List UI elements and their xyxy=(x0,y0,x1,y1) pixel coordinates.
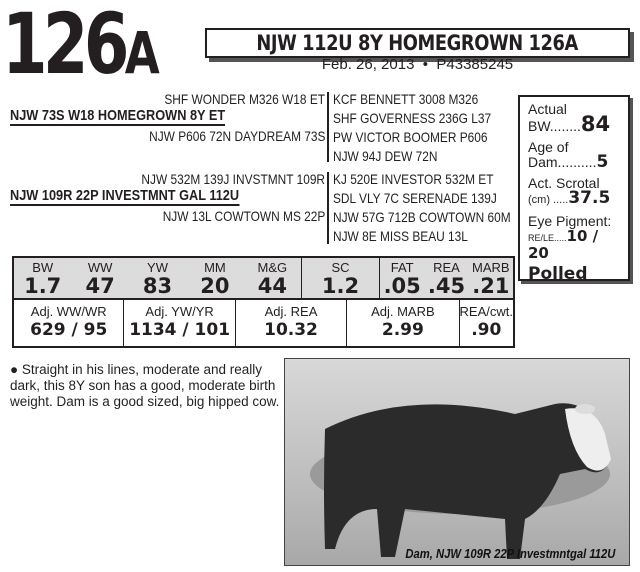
adjusted-cell: Adj. YW/YR 1134 / 101 xyxy=(124,300,236,346)
birth-date: Feb. 26, 2013 xyxy=(321,56,415,73)
description-text: Straight in his lines, moderate and real… xyxy=(10,362,280,409)
dam-sire: NJW 532M 139J INVSTMNT 109R xyxy=(141,171,325,187)
label: (cm) ..... xyxy=(528,194,569,206)
value: 37.5 xyxy=(568,188,611,208)
epd-label: M&G xyxy=(257,260,288,275)
label: BW........ xyxy=(528,118,581,134)
adj-value: 2.99 xyxy=(381,320,424,340)
epd-rea-cell: REA .45 xyxy=(424,258,468,298)
lot-suffix: A xyxy=(124,19,160,87)
adj-value: 629 / 95 xyxy=(30,320,108,340)
adj-label: Adj. REA xyxy=(264,304,318,319)
epd-marb-cell: MARB .21 xyxy=(469,258,513,298)
epd-table: BW 1.7 WW 47 YW 83 MM 20 M&G 44 SC 1.2 FAT .05 REA .4… xyxy=(12,256,515,300)
epd-sc-cell: SC 1.2 xyxy=(302,258,379,298)
adj-value: 10.32 xyxy=(264,320,318,340)
description: ● Straight in his lines, moderate and re… xyxy=(10,362,280,409)
adj-value: .90 xyxy=(471,320,502,340)
epd-label: SC xyxy=(331,260,350,275)
epd-value: 83 xyxy=(142,274,173,298)
adj-label: Adj. WW/WR xyxy=(30,304,107,319)
value: 84 xyxy=(580,112,611,136)
divider xyxy=(327,172,329,244)
epd-value: .21 xyxy=(472,274,510,298)
epd-group-growth: BW 1.7 WW 47 YW 83 MM 20 M&G 44 xyxy=(14,258,302,298)
adj-label: REA/cwt. xyxy=(459,304,513,319)
dam-photo: Dam, NJW 109R 22P Investmntgal 112U xyxy=(284,358,630,566)
adjusted-table: Adj. WW/WR 629 / 95 Adj. YW/YR 1134 / 101 Ad… xyxy=(12,300,515,348)
epd-label: FAT xyxy=(390,260,414,275)
divider xyxy=(327,92,329,162)
value: 5 xyxy=(596,152,609,172)
polled-status: Polled xyxy=(528,264,588,284)
epd-ww-cell: WW 47 xyxy=(71,258,128,298)
label: RE/LE..... xyxy=(528,233,567,243)
great-grandparent: SHF GOVERNESS 236G L37 xyxy=(333,110,492,126)
adj-label: Adj. MARB xyxy=(371,304,435,319)
lot-number: 126A xyxy=(2,0,160,103)
epd-label: REA xyxy=(433,260,460,275)
great-grandparent: KJ 520E INVESTOR 532M ET xyxy=(333,171,494,187)
age-of-dam: Age of Dam..........5 xyxy=(528,139,620,172)
epd-value: .45 xyxy=(427,274,466,298)
epd-label: BW xyxy=(32,260,54,275)
great-grandparent: NJW 94J DEW 72N xyxy=(333,148,438,164)
epd-value: 1.7 xyxy=(24,274,62,298)
epd-value: 1.2 xyxy=(321,274,360,298)
great-grandparent: NJW 8E MISS BEAU 13L xyxy=(333,228,468,244)
adjusted-cell: Adj. MARB 2.99 xyxy=(347,300,460,346)
epd-value: 47 xyxy=(85,274,115,298)
epd-value: .05 xyxy=(383,274,421,298)
epd-value: 44 xyxy=(257,274,287,298)
adjusted-cell: Adj. WW/WR 629 / 95 xyxy=(14,300,125,346)
label: Act. Scrotal xyxy=(528,175,600,191)
great-grandparent: KCF BENNETT 3008 M326 xyxy=(333,91,479,107)
eye-pigment: Eye Pigment: RE/LE.....10 / 20 xyxy=(528,214,620,261)
epd-group-carcass: FAT .05 REA .45 MARB .21 xyxy=(380,258,513,298)
epd-label: WW xyxy=(87,260,113,275)
epd-fat-cell: FAT .05 xyxy=(380,258,424,298)
label: Age of xyxy=(528,139,569,155)
label: Dam.......... xyxy=(528,154,597,170)
great-grandparent: PW VICTOR BOOMER P606 xyxy=(333,129,488,145)
animal-title-text: NJW 112U 8Y HOMEGROWN 126A xyxy=(256,31,579,55)
adj-value: 1134 / 101 xyxy=(129,320,231,340)
epd-bw-cell: BW 1.7 xyxy=(14,258,71,298)
great-grandparent: SDL VLY 7C SERENADE 139J xyxy=(333,190,497,206)
birth-registration-line: Feb. 26, 2013 • P43385245 xyxy=(205,56,630,73)
actual-bw: Actual BW........84 xyxy=(528,101,620,136)
animal-title: NJW 112U 8Y HOMEGROWN 126A xyxy=(205,28,630,58)
epd-label: MARB xyxy=(472,260,510,275)
label: Actual xyxy=(528,101,567,117)
great-grandparent: NJW 57G 712B COWTOWN 60M xyxy=(333,209,511,225)
epd-group-sc: SC 1.2 xyxy=(302,258,380,298)
performance-box: Actual BW........84 Age of Dam..........5 … xyxy=(518,95,630,284)
epd-label: YW xyxy=(147,260,168,275)
sire: NJW 73S W18 HOMEGROWN 8Y ET xyxy=(10,107,226,126)
adjusted-cell: Adj. REA 10.32 xyxy=(236,300,348,346)
epd-label: MM xyxy=(204,260,226,275)
scrotal: Act. Scrotal (cm) .....37.5 xyxy=(528,176,620,208)
photo-caption: Dam, NJW 109R 22P Investmntgal 112U xyxy=(404,547,615,561)
registration-number: P43385245 xyxy=(436,56,514,73)
adj-label: Adj. YW/YR xyxy=(145,304,214,319)
bullet-icon: • xyxy=(422,56,429,73)
epd-mg-cell: M&G 44 xyxy=(244,258,301,298)
value: 10 / 20 xyxy=(528,227,599,262)
sire-sire: SHF WONDER M326 W18 ET xyxy=(164,91,325,107)
epd-mm-cell: MM 20 xyxy=(186,258,243,298)
dam-dam: NJW 13L COWTOWN MS 22P xyxy=(162,208,325,224)
adjusted-cell: REA/cwt. .90 xyxy=(460,300,513,346)
cow-image xyxy=(310,403,611,559)
epd-value: 20 xyxy=(200,274,230,298)
dam: NJW 109R 22P INVESTMNT GAL 112U xyxy=(10,187,240,206)
label: Eye Pigment: xyxy=(528,213,612,229)
lot-number-digits: 126 xyxy=(2,0,129,93)
epd-yw-cell: YW 83 xyxy=(129,258,186,298)
sire-dam: NJW P606 72N DAYDREAM 73S xyxy=(148,128,325,144)
